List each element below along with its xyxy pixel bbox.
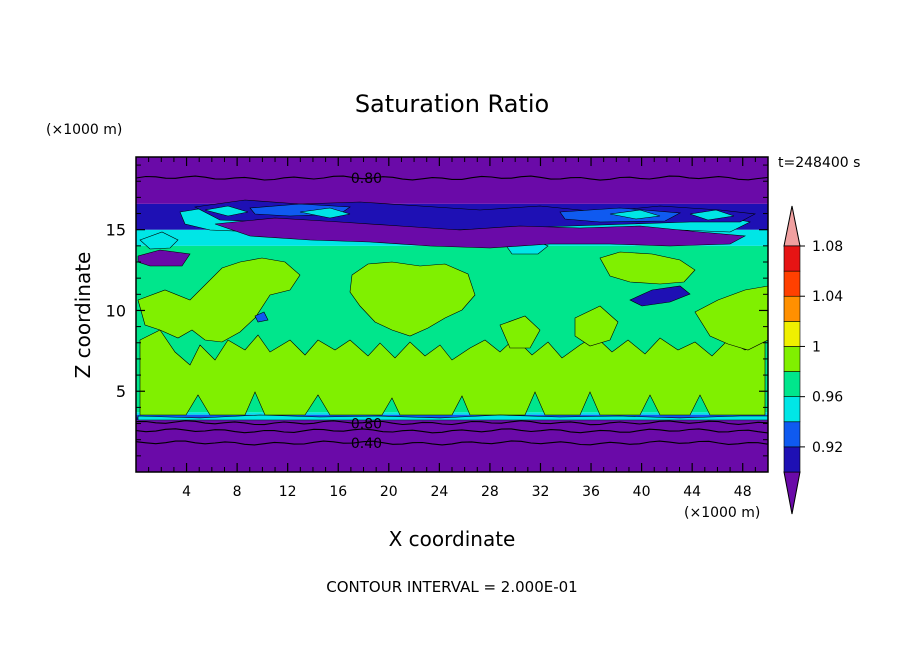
colorbar-swatch [783,421,801,448]
contour-region-5 [574,305,619,347]
y-tick-label: 5 [116,382,126,401]
contour-region-17 [689,209,735,221]
x-tick-label: 32 [532,484,550,500]
colorbar-high-triangle [783,205,801,247]
colorbar-tick-label: 1.08 [812,239,843,255]
band-0 [136,420,768,472]
contour-line-3 [136,428,768,434]
contour-region-4 [694,285,768,351]
contour-label: 0.40 [351,436,382,452]
x-tick-label: 36 [582,484,600,500]
x-axis-label: X coordinate [389,527,516,551]
colorbar-swatch [783,346,801,372]
contour-labels: 0.80 0.80 0.40 [351,171,382,452]
colorbar-tick-label: 0.92 [812,440,843,456]
contour-label: 0.80 [351,171,382,187]
y-unit-label: (×1000 m) [46,122,122,138]
contour-region-11 [214,217,747,249]
x-unit-label: (×1000 m) [684,505,760,521]
band-2 [136,414,768,418]
x-tick-label: 4 [182,484,191,500]
time-label: t=248400 s [778,155,860,171]
y-axis: 5 10 15 [106,164,768,457]
colorbar-swatch [783,446,801,473]
x-tick-label: 48 [734,484,752,500]
contour-label: 0.80 [351,417,382,433]
colorbar-swatch [783,245,801,272]
contour-region-15 [299,207,351,219]
contour-region-16 [609,209,661,220]
contour-line-2 [136,440,768,446]
colorbar-low-triangle [783,471,801,515]
contour-region-1 [137,257,301,343]
colorbar-swatch [783,371,801,397]
colorbar-swatch [783,270,801,297]
contour-region-21 [137,414,768,421]
colorbar-swatch [783,396,801,423]
contour-line-0 [136,175,768,181]
colorbar-tick-label: 1.04 [812,289,843,305]
contour-region-20 [254,311,269,323]
contour-region-19 [629,285,691,307]
x-tick-label: 16 [329,484,347,500]
x-tick-label: 40 [633,484,651,500]
contour-line-1 [136,420,768,426]
contour-region-7 [139,231,179,250]
contour-lines [136,175,768,446]
chart-title: Saturation Ratio [355,90,549,118]
contour-region-3 [599,251,696,285]
contour-region-14 [204,205,249,217]
band-7 [136,157,768,204]
contour-regions [137,199,768,421]
colorbar-swatch [783,295,801,322]
x-tick-label: 28 [481,484,499,500]
y-tick-label: 10 [106,301,126,320]
x-tick-label: 8 [233,484,242,500]
colorbar: 1.08 1.04 1 0.96 0.92 [783,205,843,515]
x-axis: 4 8 12 16 20 24 28 32 36 40 44 48 [148,157,756,500]
contour-region-6 [499,315,541,349]
y-axis-label: Z coordinate [71,252,95,379]
x-tick-label: 24 [430,484,448,500]
contour-region-0 [139,329,766,416]
contour-region-2 [349,261,476,337]
x-tick-label: 12 [279,484,297,500]
x-tick-label: 20 [380,484,398,500]
colorbar-tick-label: 0.96 [812,390,843,406]
colorbar-tick-label: 1 [812,339,821,355]
x-tick-label: 44 [683,484,701,500]
colorbar-swatch [783,321,801,347]
contour-interval-note: CONTOUR INTERVAL = 2.000E-01 [326,578,577,596]
y-tick-label: 15 [106,221,126,240]
